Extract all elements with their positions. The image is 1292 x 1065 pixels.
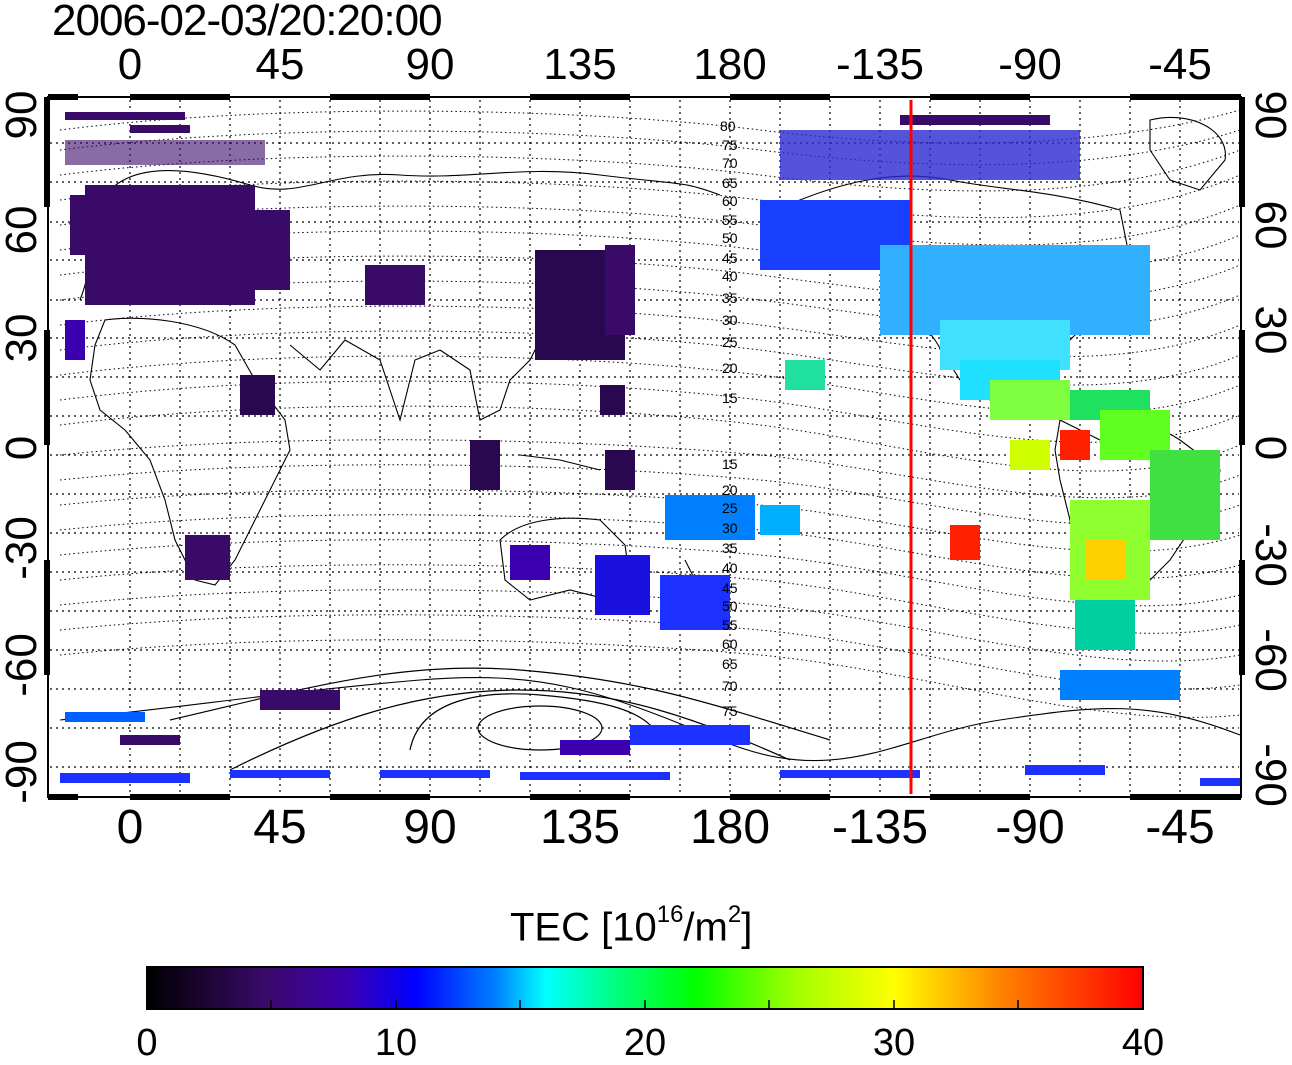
colorbar-tick-label: 40 [1121, 1022, 1165, 1064]
contour-label: 70 [722, 678, 738, 694]
lat-label: -30 [0, 516, 46, 580]
contour-label: 45 [722, 580, 738, 596]
colorbar-tick-label: 10 [374, 1022, 418, 1064]
top-lon-label: -90 [998, 40, 1062, 89]
colorbar-title-mid: /m [683, 905, 728, 950]
contour-label: 25 [722, 334, 738, 350]
contour-label: 75 [722, 703, 738, 719]
top-lon-label: -135 [835, 40, 925, 89]
contour-label: 60 [722, 636, 738, 652]
contour-label: 55 [722, 212, 738, 228]
colorbar-title-exp2: 2 [727, 901, 742, 928]
contour-label: 75 [722, 137, 738, 153]
colorbar-tick-label: 0 [136, 1022, 158, 1064]
contour-label: 40 [722, 560, 738, 576]
contour-label: 65 [722, 656, 738, 672]
bottom-lon-label: -135 [831, 801, 929, 854]
contour-label: 80 [720, 118, 736, 134]
contour-label: 25 [722, 500, 738, 516]
top-lon-label: 0 [117, 40, 143, 89]
contour-label: 45 [722, 250, 738, 266]
lat-label: -90 [0, 740, 46, 804]
contour-label: 30 [722, 520, 738, 536]
contour-label: 15 [722, 456, 738, 472]
colorbar-title-end: ] [741, 905, 753, 950]
bottom-lon-label: -45 [1145, 801, 1215, 854]
lat-label: 0 [0, 435, 46, 461]
bottom-lon-label: -90 [995, 801, 1065, 854]
colorbar-tick-label: 20 [623, 1022, 667, 1064]
lat-label: -60 [0, 633, 46, 697]
lat-label: 90 [0, 90, 46, 140]
lat-label: -60 [1246, 628, 1292, 692]
lat-label: 60 [1246, 200, 1292, 250]
map-title: 2006-02-03/20:20:00 [52, 0, 443, 45]
lat-label: 30 [1246, 305, 1292, 355]
contour-label: 60 [722, 193, 738, 209]
contour-label: 35 [722, 540, 738, 556]
lat-label: 30 [0, 313, 46, 363]
bottom-lon-label: 45 [253, 801, 307, 854]
lat-label: -90 [1246, 743, 1292, 807]
top-lon-label: 45 [255, 40, 305, 89]
colorbar-title-exp: 16 [656, 901, 684, 928]
contour-label: 20 [722, 482, 738, 498]
contour-label: 65 [722, 175, 738, 191]
contour-label: 20 [722, 360, 738, 376]
tec-data [60, 112, 1240, 786]
lat-label: -30 [1246, 523, 1292, 587]
bottom-lon-label: 90 [403, 801, 457, 854]
colorbar-tick-label: 30 [872, 1022, 916, 1064]
top-lon-label: 180 [693, 40, 767, 89]
lat-label: 90 [1246, 90, 1292, 140]
lat-label: 0 [1246, 435, 1292, 461]
frame-bars [44, 94, 1245, 800]
contour-label: 70 [722, 155, 738, 171]
contour-label: 50 [722, 230, 738, 246]
colorbar-title-base: TEC [10 [510, 905, 657, 950]
contour-label: 35 [722, 290, 738, 306]
top-lon-label: -45 [1148, 40, 1212, 89]
bottom-lon-label: 0 [116, 801, 144, 854]
contour-label: 15 [722, 390, 738, 406]
top-lon-label: 90 [405, 40, 455, 89]
colorbar-minor-ticks [270, 1000, 1019, 1009]
bottom-lon-label: 135 [539, 801, 621, 854]
colorbar-title: TEC [1016/m2] [510, 901, 753, 950]
contour-label: 55 [722, 617, 738, 633]
top-lon-label: 135 [543, 40, 617, 89]
contour-label: 50 [722, 598, 738, 614]
contour-label: 40 [722, 268, 738, 284]
contour-label: 30 [722, 312, 738, 328]
lat-label: 60 [0, 205, 46, 255]
bottom-lon-label: 180 [689, 801, 771, 854]
